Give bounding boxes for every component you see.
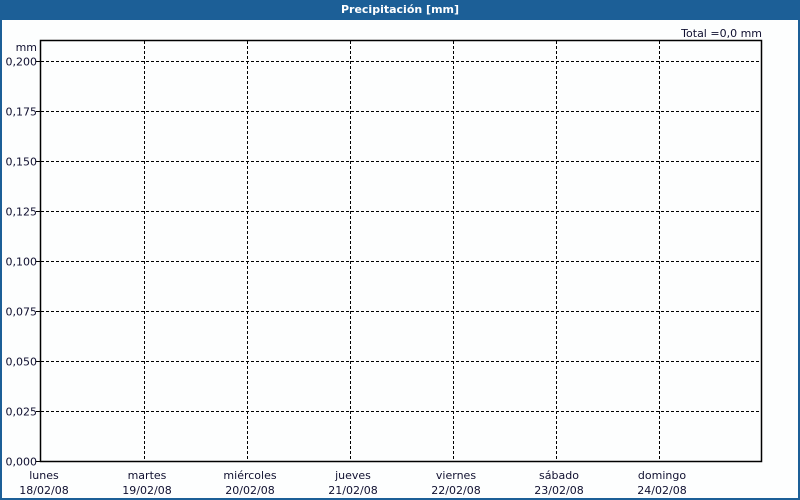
chart-panel xyxy=(2,20,798,498)
y-tick-label: 0,000 xyxy=(6,456,38,469)
plot-area-border xyxy=(39,39,763,463)
x-tick-date-label: 18/02/08 xyxy=(19,484,68,497)
total-label: Total =0,0 mm xyxy=(680,27,762,40)
x-tick-day-label: sábado xyxy=(539,469,579,482)
x-tick-day-label: miércoles xyxy=(223,469,276,482)
y-tick-label: 0,025 xyxy=(6,406,38,419)
x-tick-date-label: 24/02/08 xyxy=(637,484,686,497)
x-tick-date-label: 23/02/08 xyxy=(534,484,583,497)
x-tick-day-label: jueves xyxy=(334,469,371,482)
x-tick-day-label: martes xyxy=(128,469,167,482)
y-tick-label: 0,050 xyxy=(6,356,38,369)
x-tick-day-label: domingo xyxy=(638,469,686,482)
y-tick-label: 0,125 xyxy=(6,206,38,219)
x-tick-date-label: 22/02/08 xyxy=(431,484,480,497)
x-tick-day-label: lunes xyxy=(29,469,59,482)
chart-title: Precipitación [mm] xyxy=(340,3,460,16)
y-tick-label: 0,175 xyxy=(6,106,38,119)
x-tick-date-label: 20/02/08 xyxy=(225,484,274,497)
y-tick-label: 0,150 xyxy=(6,156,38,169)
y-tick-label: 0,200 xyxy=(6,56,38,69)
y-tick-label: 0,100 xyxy=(6,256,38,269)
x-tick-date-label: 19/02/08 xyxy=(122,484,171,497)
x-tick-day-label: viernes xyxy=(436,469,476,482)
x-tick-date-label: 21/02/08 xyxy=(328,484,377,497)
y-tick-label: 0,075 xyxy=(6,306,38,319)
y-axis-unit-label: mm xyxy=(16,41,37,54)
